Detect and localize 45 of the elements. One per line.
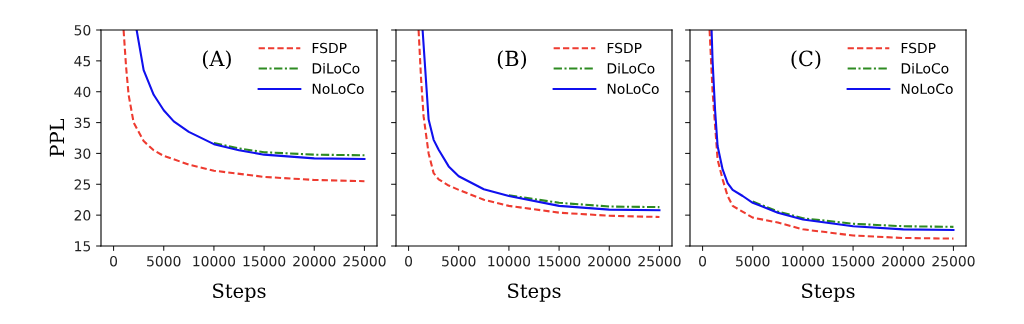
- x-tick-label: 10000: [782, 255, 825, 267]
- line-series: [122, 30, 366, 183]
- legend-label: FSDP: [901, 42, 936, 54]
- x-tick-label: 5000: [147, 255, 181, 267]
- y-axis-title: PPL: [49, 118, 64, 157]
- y-tick-label: 45: [74, 56, 91, 67]
- x-tick-label: 0: [110, 255, 118, 267]
- x-tick-label: 15000: [538, 255, 581, 267]
- y-tick-label: 50: [74, 24, 91, 36]
- y-tick-label: 20: [74, 210, 91, 221]
- x-tick-label: 10000: [193, 255, 236, 267]
- x-tick-label: 25000: [932, 255, 975, 267]
- line-series: [212, 141, 366, 157]
- x-tick-label: 5000: [442, 255, 476, 267]
- legend-label: NoLoCo: [607, 83, 659, 95]
- y-tick-label: 25: [74, 179, 91, 190]
- x-tick-label: 20000: [293, 255, 336, 267]
- x-axis-title: Steps: [213, 283, 266, 302]
- annotation: (A): [202, 50, 231, 70]
- x-tick-label: 20000: [882, 255, 925, 267]
- y-tick-label: 30: [74, 148, 91, 159]
- x-axis-title: Steps: [802, 283, 855, 302]
- y-tick-label: 35: [74, 117, 91, 129]
- x-tick-label: 10000: [488, 255, 531, 267]
- x-tick-label: 25000: [638, 255, 681, 267]
- line-series: [135, 30, 366, 161]
- x-axis-title: Steps: [508, 283, 561, 302]
- x-tick-label: 25000: [343, 255, 386, 267]
- legend-label: DiLoCo: [607, 62, 655, 74]
- legend-label: FSDP: [312, 42, 347, 54]
- legend-label: NoLoCo: [312, 83, 364, 95]
- legend-label: NoLoCo: [901, 83, 953, 95]
- x-tick-label: 15000: [832, 255, 875, 267]
- x-tick-label: 20000: [588, 255, 631, 267]
- annotation: (C): [791, 50, 821, 70]
- legend-label: DiLoCo: [901, 62, 949, 74]
- legend-label: DiLoCo: [312, 62, 360, 74]
- legend-label: FSDP: [607, 42, 642, 54]
- x-tick-label: 0: [405, 255, 413, 267]
- x-tick-label: 5000: [736, 255, 770, 267]
- x-tick-label: 0: [699, 255, 707, 267]
- x-tick-label: 15000: [243, 255, 286, 267]
- y-tick-label: 15: [75, 241, 91, 252]
- y-tick-label: 40: [74, 86, 91, 98]
- annotation: (B): [497, 50, 527, 70]
